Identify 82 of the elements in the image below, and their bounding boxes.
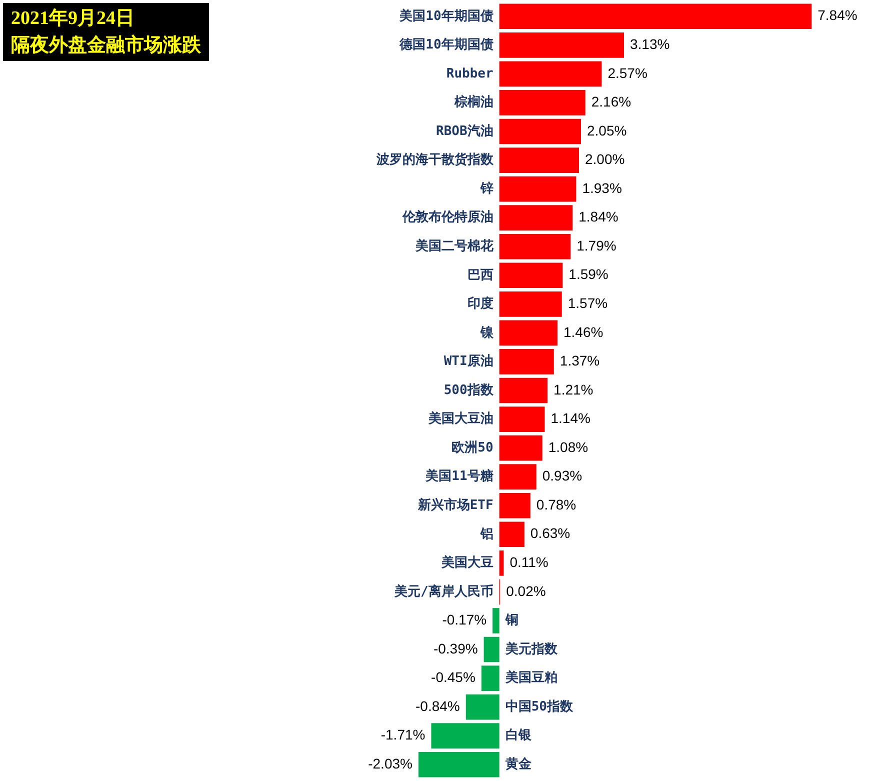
bar xyxy=(499,262,563,288)
data-label: 0.11% xyxy=(510,554,548,570)
y-tick-label: 黄金 xyxy=(504,756,532,772)
data-label: -0.45% xyxy=(431,669,476,686)
data-label: 3.13% xyxy=(630,36,670,52)
bar xyxy=(499,4,812,30)
data-label: 1.57% xyxy=(568,295,608,312)
bar xyxy=(431,723,500,748)
bar xyxy=(499,320,558,346)
data-label: 2.05% xyxy=(586,122,627,138)
bar xyxy=(499,32,624,58)
y-tick-label: 白银 xyxy=(505,728,532,744)
text: 2021年9月24日 xyxy=(11,7,136,31)
data-label: -0.39% xyxy=(433,640,478,656)
y-tick-label: 棕榈油 xyxy=(453,94,494,110)
data-label: 2.16% xyxy=(591,94,632,110)
bar xyxy=(499,90,586,116)
bar xyxy=(499,550,504,576)
y-tick-label: 美元/离岸人民币 xyxy=(394,583,494,600)
bar xyxy=(499,406,545,432)
bar xyxy=(484,636,500,662)
bar xyxy=(499,492,530,518)
y-tick-label: 500指数 xyxy=(444,382,494,398)
y-tick-label: 伦敦布伦特原油 xyxy=(401,209,494,226)
bar xyxy=(499,464,536,490)
bar xyxy=(499,292,562,317)
bar xyxy=(481,666,500,691)
y-tick-label: 铝 xyxy=(479,526,494,542)
y-tick-label: 美国大豆油 xyxy=(427,410,494,427)
y-tick-label: 新兴市场ETF xyxy=(416,496,494,513)
y-tick-label: 中国50指数 xyxy=(505,699,574,714)
data-label: -1.71% xyxy=(380,726,426,743)
y-tick-label: 美国大豆 xyxy=(440,554,494,571)
bar xyxy=(499,148,579,173)
y-tick-label: 美国10年期国债 xyxy=(398,8,494,24)
y-tick-label: Rubber xyxy=(446,66,494,82)
data-label: 1.59% xyxy=(568,266,608,282)
y-tick-label: 印度 xyxy=(467,296,494,312)
text: 隔夜外盘金融市场涨跌 xyxy=(11,34,201,58)
bar xyxy=(499,378,548,404)
data-label: 1.37% xyxy=(560,352,600,369)
y-tick-label: 锌 xyxy=(479,180,494,196)
bar xyxy=(418,752,500,778)
data-label: 0.78% xyxy=(536,496,576,512)
y-tick-label: 巴西 xyxy=(467,268,494,283)
data-label: 1.79% xyxy=(576,237,616,254)
data-label: 1.84% xyxy=(578,208,618,225)
y-tick-label: 镍 xyxy=(479,325,494,340)
data-label: 7.84% xyxy=(818,7,858,24)
data-label: 1.14% xyxy=(550,410,590,426)
y-tick-label: 德国10年期国债 xyxy=(398,38,494,53)
data-label: 0.93% xyxy=(542,468,582,484)
data-label: 2.57% xyxy=(608,64,648,81)
y-tick-label: RBOB汽油 xyxy=(436,124,494,139)
y-tick-label: 铜 xyxy=(504,613,518,628)
bar xyxy=(499,61,602,87)
y-tick-label: 欧洲50 xyxy=(452,440,494,456)
y-tick-label: 美国11号糖 xyxy=(424,468,494,484)
y-tick-label: WTI原油 xyxy=(444,354,494,370)
bar xyxy=(492,608,500,634)
bar xyxy=(499,118,581,144)
bar xyxy=(466,694,500,720)
data-label: 1.93% xyxy=(582,180,622,196)
data-label: -0.17% xyxy=(442,612,487,628)
data-label: 0.63% xyxy=(530,525,570,542)
y-tick-label: 美国二号棉花 xyxy=(414,238,494,254)
data-label: 1.08% xyxy=(548,438,588,455)
bar xyxy=(499,205,573,230)
bar xyxy=(499,435,542,461)
data-label: 2.00% xyxy=(585,151,625,168)
data-label: 1.46% xyxy=(563,324,604,340)
y-tick-label: 美元指数 xyxy=(504,640,558,657)
bar xyxy=(499,522,524,548)
bar xyxy=(499,176,576,202)
y-tick-label: 美国豆粕 xyxy=(504,670,558,686)
data-label: 1.21% xyxy=(554,381,594,398)
bar xyxy=(499,349,554,374)
data-label: 0.02% xyxy=(506,582,546,599)
bar xyxy=(499,234,571,260)
y-tick-label: 波罗的海干散货指数 xyxy=(375,152,494,168)
data-label: -2.03% xyxy=(368,755,412,772)
data-label: -0.84% xyxy=(416,698,460,714)
